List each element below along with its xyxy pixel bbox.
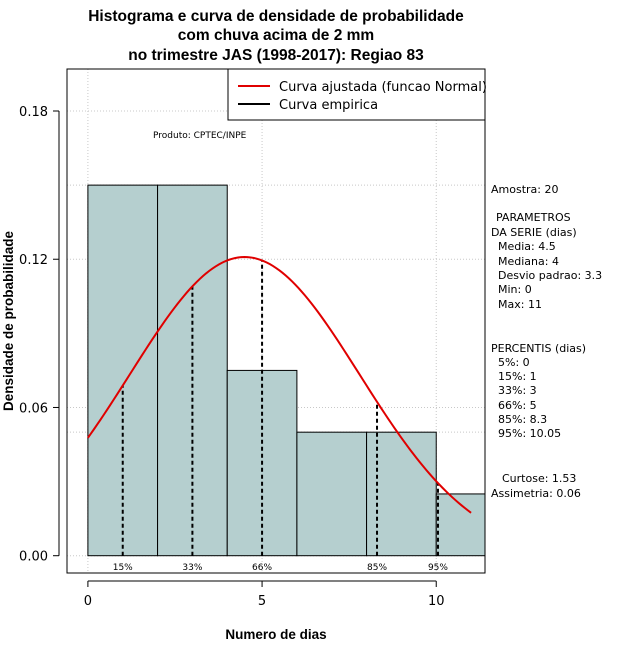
histogram-bar [296, 431, 368, 557]
stat-p15: 15%: 1 [498, 370, 537, 383]
chart-title-line-2: com chuva acima de 2 mm [178, 27, 374, 44]
percentile-label: 85% [367, 563, 387, 573]
stat-percentis-title: PERCENTIS (dias) [491, 342, 586, 355]
stat-mediana: Mediana: 4 [498, 255, 559, 268]
legend-box [227, 68, 486, 121]
stat-max: Max: 11 [498, 298, 542, 311]
legend-label-empirical: Curva empirica [279, 98, 378, 113]
stat-params-title: PARAMETROS [496, 211, 571, 224]
stat-p66: 66%: 5 [498, 399, 537, 412]
stat-min: Min: 0 [498, 283, 532, 296]
stats-panel: Amostra: 20 PARAMETROS DA SERIE (dias) M… [491, 183, 602, 500]
stat-assimetria: Assimetria: 0.06 [491, 487, 581, 500]
percentile-lines [121, 260, 439, 556]
y-axis-label: Densidade de probabilidade [1, 230, 16, 411]
stat-media: Media: 4.5 [498, 240, 556, 253]
y-tick-label: 0.00 [19, 550, 48, 565]
stat-p95: 95%: 10.05 [498, 427, 561, 440]
x-tick-label: 0 [84, 594, 92, 609]
x-tick-label: 10 [428, 594, 445, 609]
percentile-label: 33% [182, 563, 202, 573]
histogram-bar [366, 431, 437, 557]
legend-label-fitted: Curva ajustada (funcao Normal) [279, 80, 487, 95]
product-annotation: Produto: CPTEC/INPE [153, 131, 247, 141]
stat-p33: 33%: 3 [498, 384, 537, 397]
y-tick-label: 0.12 [19, 253, 48, 268]
percentile-label: 95% [428, 563, 448, 573]
y-tick-label: 0.06 [19, 401, 48, 416]
percentile-label: 66% [252, 563, 272, 573]
histogram-bars [87, 184, 486, 557]
normal-curve-layer [87, 256, 472, 514]
histogram-bar [435, 493, 486, 557]
chart-title-line-1: Histograma e curva de densidade de proba… [88, 8, 464, 25]
y-axis: 0.00 0.06 0.12 0.18 [19, 105, 60, 565]
x-axis: 0 5 10 [84, 580, 445, 609]
chart-title-line-3: no trimestre JAS (1998-2017): Regiao 83 [128, 47, 424, 64]
legend: Curva ajustada (funcao Normal) Curva emp… [227, 68, 487, 121]
x-tick-label: 5 [258, 594, 266, 609]
x-axis-label: Numero de dias [225, 627, 326, 642]
stat-p5: 5%: 0 [498, 356, 530, 369]
histogram-bar [87, 184, 159, 557]
y-tick-label: 0.18 [19, 105, 48, 120]
stat-p85: 85%: 8.3 [498, 413, 547, 426]
percentile-label: 15% [113, 563, 133, 573]
stat-params-subtitle: DA SERIE (dias) [491, 226, 577, 239]
stat-curtose: Curtose: 1.53 [502, 472, 576, 485]
percentile-labels: 15% 33% 66% 85% 95% [113, 563, 449, 573]
stat-desvio: Desvio padrao: 3.3 [498, 269, 602, 282]
stat-sample: Amostra: 20 [491, 183, 558, 196]
normal-curve [87, 256, 472, 514]
